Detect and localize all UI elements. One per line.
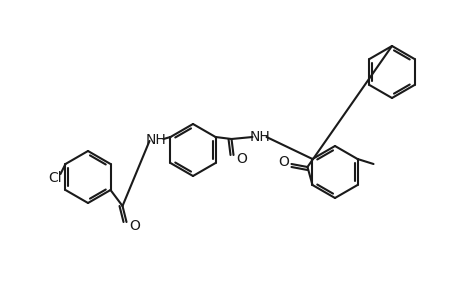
Text: O: O — [129, 219, 140, 233]
Text: O: O — [235, 152, 246, 166]
Text: NH: NH — [249, 130, 269, 144]
Text: O: O — [277, 155, 288, 169]
Text: Cl: Cl — [49, 171, 62, 185]
Text: NH: NH — [146, 133, 167, 147]
